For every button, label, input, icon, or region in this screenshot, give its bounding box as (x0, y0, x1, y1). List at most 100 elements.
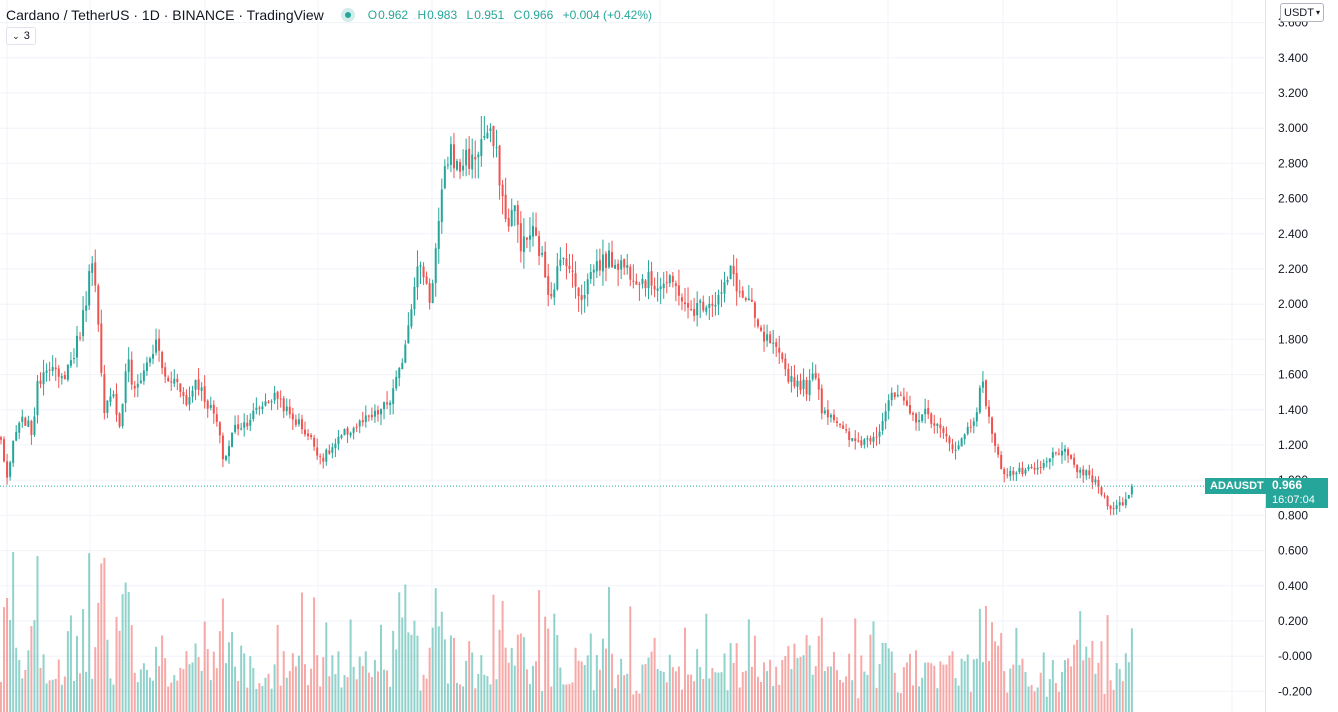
candle-body (1106, 496, 1109, 507)
candle-body (1097, 480, 1100, 487)
volume-bar (638, 693, 641, 712)
volume-bar (167, 686, 170, 712)
price-tick-label: 0.400 (1278, 579, 1308, 593)
candle-body (769, 334, 772, 344)
candle-body (766, 334, 769, 341)
volume-bar (1127, 662, 1130, 712)
volume-bar (1048, 679, 1051, 712)
price-tick-label: 1.600 (1278, 368, 1308, 382)
indicators-toggle-button[interactable]: ⌄ 3 (6, 27, 36, 45)
volume-bar (595, 655, 598, 712)
volume-bar (957, 685, 960, 712)
volume-bar (994, 641, 997, 712)
volume-bar (1118, 669, 1121, 712)
volume-bar (155, 646, 158, 712)
currency-label: USDT (1284, 6, 1314, 19)
candle-body (404, 344, 407, 363)
candle-body (1048, 458, 1051, 463)
candle-body (459, 162, 462, 172)
candle-body (349, 432, 352, 436)
volume-bar (1012, 664, 1015, 712)
market-status-icon[interactable] (340, 8, 355, 22)
volume-bar (802, 655, 805, 712)
candle-body (297, 419, 300, 425)
volume-bar (246, 687, 249, 712)
symbol-title[interactable]: Cardano / TetherUS · 1D · BINANCE · Trad… (6, 7, 324, 23)
candle-body (316, 447, 319, 456)
volume-bar (495, 679, 498, 712)
volume-bar (832, 651, 835, 712)
candle-body (541, 252, 544, 255)
candle-body (568, 265, 571, 269)
volume-bar (191, 662, 194, 712)
candle-body (696, 302, 699, 316)
candle-body (209, 405, 212, 408)
candle-body (416, 266, 419, 288)
volume-bar (97, 602, 100, 712)
volume-bar (285, 677, 288, 712)
candle-body (136, 383, 139, 388)
candle-body (747, 298, 750, 301)
volume-bar (525, 669, 528, 712)
volume-bar (988, 661, 990, 712)
volume-bar (735, 643, 738, 712)
volume-bar (179, 667, 182, 712)
volume-bar (1124, 653, 1127, 712)
candle-body (389, 402, 392, 406)
volume-bar (589, 633, 592, 712)
change-value: +0.004 (+0.42%) (562, 8, 653, 22)
candle-body (486, 132, 489, 139)
volume-bar (255, 688, 258, 712)
volume-bar (954, 678, 957, 712)
candle-body (54, 367, 57, 370)
candle-body (206, 400, 209, 409)
price-axis[interactable]: 3.6003.4003.2003.0002.8002.6002.4002.200… (1265, 0, 1313, 712)
candle-body (197, 379, 200, 390)
volume-bar (528, 683, 531, 712)
candle-body (88, 271, 91, 306)
candle-body (1006, 474, 1009, 476)
high-label: H (417, 8, 427, 22)
volume-bar (1015, 627, 1018, 712)
candle-body (501, 184, 504, 197)
volume-bar (310, 668, 313, 712)
volume-bar (431, 627, 434, 712)
symbol-tag-label: ADAUSDT (1210, 480, 1264, 492)
volume-bar (173, 675, 176, 712)
candle-body (130, 359, 133, 385)
volume-bar (267, 673, 270, 712)
candle-body (820, 388, 823, 414)
candle-body (1054, 452, 1057, 454)
candle-body (15, 432, 18, 441)
volume-bar (1009, 668, 1012, 712)
volume-bar (249, 656, 252, 712)
candle-body (1030, 466, 1033, 468)
candle-body (343, 429, 346, 436)
volume-bar (258, 683, 261, 712)
candle-body (760, 327, 762, 331)
volume-bar (620, 658, 623, 712)
candle-body (103, 374, 106, 413)
volume-bar (304, 664, 306, 712)
candle-body (869, 438, 872, 442)
currency-selector[interactable]: USDT ▾ (1280, 3, 1324, 22)
candle-body (805, 380, 808, 395)
candle-body (0, 437, 2, 440)
chevron-down-icon: ⌄ (12, 30, 20, 41)
volume-bar (538, 590, 541, 712)
volume-bar (364, 651, 367, 712)
candle-body (933, 423, 936, 426)
candle-body (693, 309, 696, 316)
volume-bar (434, 588, 437, 712)
volume-bar (352, 666, 355, 712)
candle-body (401, 362, 404, 370)
candle-body (407, 325, 410, 344)
candle-body (139, 380, 142, 384)
candle-body (118, 413, 121, 427)
candle-body (884, 411, 887, 422)
candle-body (738, 291, 741, 293)
volume-bar (1076, 639, 1079, 712)
volume-bar (884, 642, 887, 712)
volume-bar (1033, 691, 1036, 712)
